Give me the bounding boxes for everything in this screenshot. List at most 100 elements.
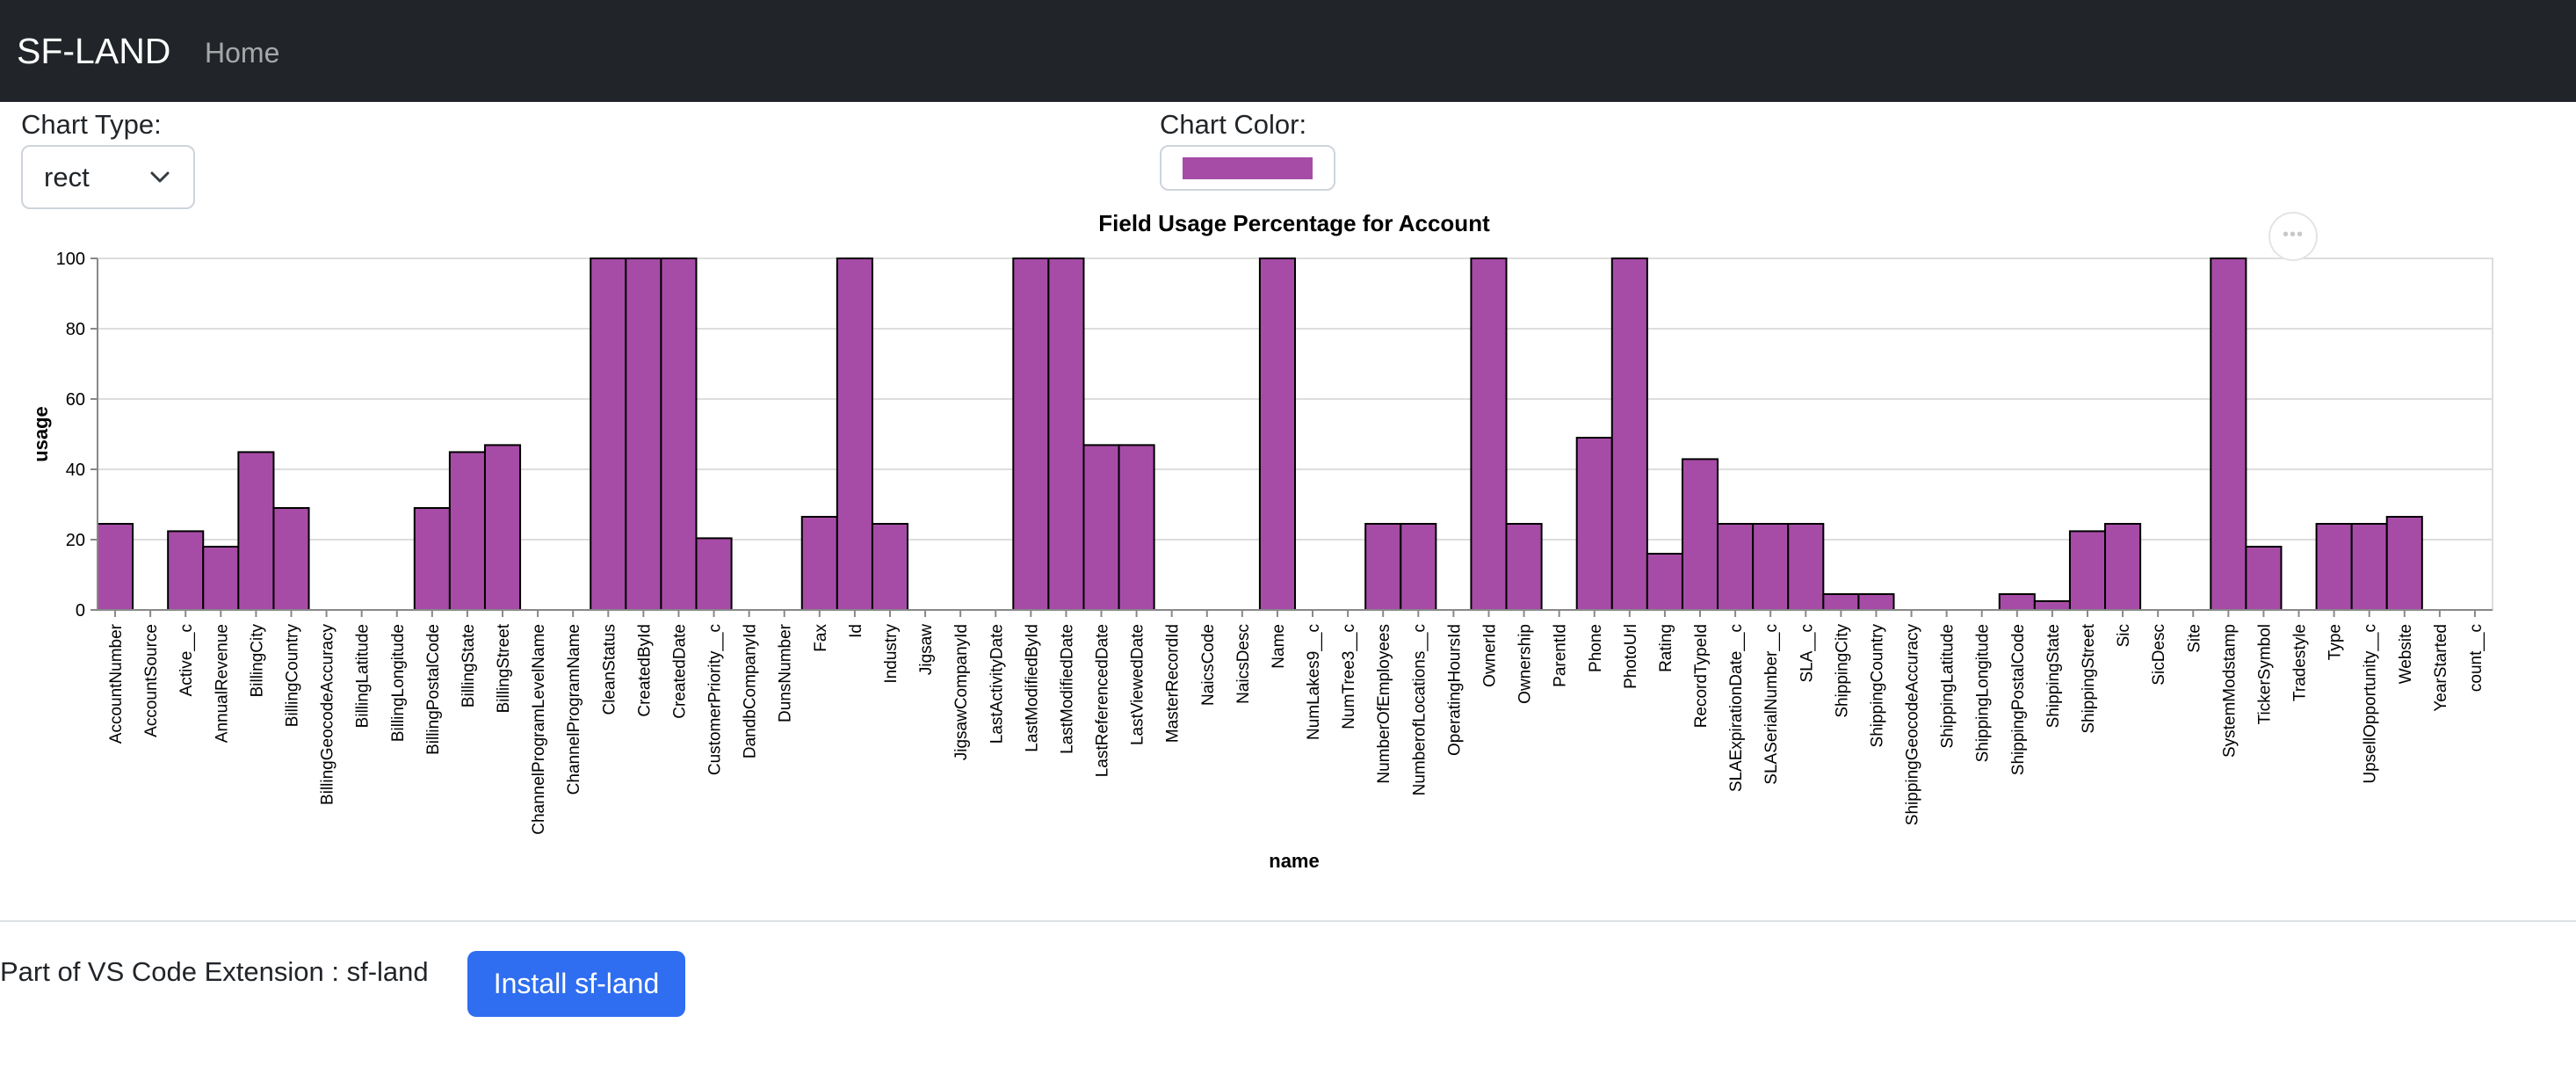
brand-title[interactable]: SF-LAND [17,31,171,71]
x-tick-label: Tradestyle [2291,624,2310,701]
bar [800,516,838,611]
bar [1787,523,1825,611]
x-tick-label: AccountSource [142,624,161,737]
bar [625,258,662,611]
x-tick-label: Jigsaw [917,624,936,675]
x-tick-label: DunsNumber [777,623,795,722]
usage-chart: Field Usage Percentage for Account usage… [30,210,2493,872]
x-tick-label: NumLakes9__c [1305,624,1323,740]
bar [1681,458,1719,611]
bar [1082,444,1120,611]
x-tick-label: BillingPostalCode [424,624,443,755]
x-tick-label: BillingGeocodeAccuracy [319,624,337,805]
footer-text: Part of VS Code Extension : sf-land [0,956,429,987]
bar [1364,523,1402,611]
x-tick-label: AnnualRevenue [213,624,231,743]
x-tick-label: CustomerPriority__c [706,624,725,775]
y-tick-labels: 0 20 40 60 80 100 [56,250,85,620]
x-tick-label: Name [1270,624,1288,669]
y-axis-title: usage [30,406,52,462]
x-tick-label: Id [847,624,865,638]
x-tick-label: CreatedById [635,624,654,717]
x-tick-label: NumberOfEmployees [1375,624,1393,784]
x-tick-label: NumTree3__c [1340,624,1358,729]
bar [1470,258,1508,611]
bar [1258,258,1296,611]
x-tick-label: NaicsCode [1199,624,1218,706]
bar [202,546,240,611]
bar [2210,258,2247,611]
x-tick-label: JigsawCompanyId [952,624,971,760]
install-button[interactable]: Install sf-land [467,951,685,1017]
bar [2245,546,2283,611]
x-tick-label: SLAExpirationDate__c [1727,624,1746,792]
x-tick-label: LastViewedDate [1129,624,1147,745]
x-axis-title: name [1269,850,1319,872]
bar [1717,523,1755,611]
bar [871,523,909,611]
x-tick-label: count__c [2467,624,2486,692]
color-swatch [1183,157,1313,179]
x-tick-label: Fax [812,624,830,652]
x-tick-label: LastActivityDate [988,624,1006,744]
x-tick-label: Type [2326,624,2345,660]
chart-type-value: rect [44,162,90,192]
nav-link-home[interactable]: Home [205,37,280,69]
x-tick-label: CleanStatus [600,624,619,715]
x-tick-label: LastModifiedById [1023,624,1041,752]
chart-color-picker[interactable] [1160,145,1335,191]
x-tick-label: SystemModstamp [2220,624,2239,758]
x-tick-label: ShippingPostalCode [2009,624,2028,775]
bar [1118,444,1155,611]
bar [1047,258,1085,611]
x-tick-label: AccountNumber [107,623,126,744]
x-tick-label: OwnerId [1480,624,1499,687]
bar [2315,523,2353,611]
footer-divider [0,920,2576,922]
x-tick-label: Ownership [1516,624,1535,704]
chart-title: Field Usage Percentage for Account [1098,210,1490,236]
x-tick-label: NumberofLocations__c [1410,624,1429,795]
bar [1505,523,1543,611]
x-tick-label: Rating [1657,624,1675,672]
x-tick-label: SLA__c [1798,624,1816,683]
bar [695,537,733,611]
x-tick-label: DandbCompanyId [742,624,760,758]
bar [1646,553,1683,611]
x-tick-label: Website [2397,624,2415,684]
x-tick-label: ChannelProgramLevelName [530,624,548,835]
x-tick-label: YearStarted [2432,624,2450,712]
x-tick-labels: AccountNumber AccountSource Active__c Annua… [107,623,2486,834]
bar [660,258,698,611]
chart-menu-button[interactable]: ••• [2268,212,2318,261]
x-tick-label: BillingCity [248,624,266,698]
bars [97,258,2423,611]
x-tick-label: SicDesc [2150,624,2168,686]
bar [1998,593,2036,611]
x-tick-label: ShippingLatitude [1939,624,1957,749]
bar [413,507,451,611]
bar [97,523,134,611]
x-tick-label: ShippingState [2044,624,2063,728]
x-tick-label: Site [2185,624,2203,653]
more-options-icon: ••• [2282,225,2304,244]
y-tick-label: 60 [66,390,85,410]
chart-type-select[interactable]: rect [21,145,195,209]
x-tick-label: ParentId [1552,624,1570,687]
axes [90,258,2493,617]
x-tick-label: RecordTypeId [1692,624,1711,728]
bar [1575,437,1613,611]
x-tick-label: ChannelProgramName [565,624,583,795]
bar [167,530,205,611]
bar [2033,600,2071,611]
x-tick-label: TickerSymbol [2255,624,2274,724]
x-tick-label: BillingLatitude [354,624,373,728]
x-tick-label: BillingState [459,624,478,708]
x-tick-label: Sic [2115,624,2133,647]
x-tick-label: ShippingCity [1833,624,1851,718]
x-tick-label: SLASerialNumber__c [1762,624,1781,785]
bar [448,451,486,611]
bar [590,258,627,611]
y-tick-label: 80 [66,320,85,339]
x-tick-label: NaicsDesc [1234,624,1253,704]
